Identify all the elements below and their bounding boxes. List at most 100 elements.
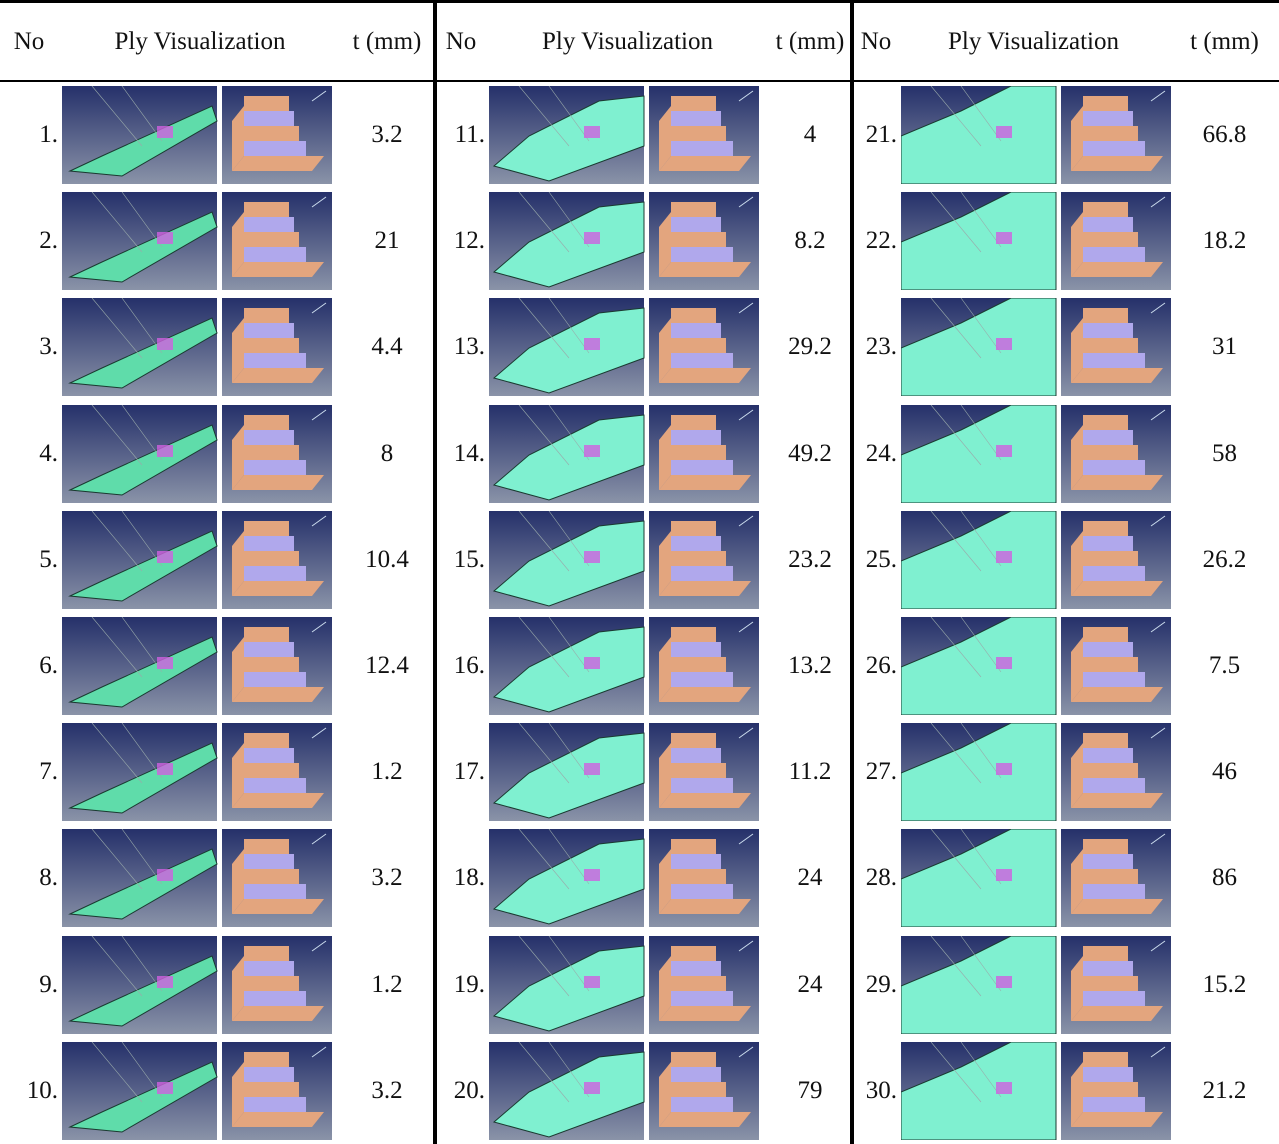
ply-visualization	[62, 617, 332, 715]
row-no: 19.	[437, 932, 485, 1038]
thickness: 3.2	[342, 1038, 432, 1144]
row-no: 26.	[855, 613, 897, 719]
ply-visualization	[901, 405, 1171, 503]
thickness: 3.2	[342, 825, 432, 931]
ply-visualization	[62, 723, 332, 821]
row-no: 2.	[0, 188, 58, 294]
ply-visualization	[62, 936, 332, 1034]
ply-visualization	[901, 617, 1171, 715]
row-no: 7.	[0, 719, 58, 825]
thickness: 15.2	[1170, 932, 1279, 1038]
row-no: 23.	[855, 294, 897, 400]
thickness: 23.2	[770, 507, 850, 613]
thickness: 26.2	[1170, 507, 1279, 613]
row-no: 27.	[855, 719, 897, 825]
thickness: 58	[1170, 401, 1279, 507]
ply-visualization	[901, 723, 1171, 821]
ply-visualization	[901, 1042, 1171, 1140]
ply-visualization	[901, 298, 1171, 396]
row-no: 3.	[0, 294, 58, 400]
thickness: 46	[1170, 719, 1279, 825]
row-no: 15.	[437, 507, 485, 613]
thickness: 1.2	[342, 719, 432, 825]
ply-visualization	[62, 1042, 332, 1140]
thickness: 29.2	[770, 294, 850, 400]
row-no: 9.	[0, 932, 58, 1038]
header-rule	[0, 80, 1279, 82]
ply-visualization	[901, 86, 1171, 184]
thickness: 3.2	[342, 82, 432, 188]
header-t: t (mm)	[1170, 3, 1279, 80]
row-no: 10.	[0, 1038, 58, 1144]
ply-visualization	[901, 936, 1171, 1034]
thickness: 4.4	[342, 294, 432, 400]
ply-visualization	[489, 511, 759, 609]
ply-visualization	[489, 829, 759, 927]
row-no: 21.	[855, 82, 897, 188]
row-no: 25.	[855, 507, 897, 613]
row-no: 6.	[0, 613, 58, 719]
row-no: 1.	[0, 82, 58, 188]
thickness: 31	[1170, 294, 1279, 400]
ply-visualization	[489, 617, 759, 715]
row-no: 29.	[855, 932, 897, 1038]
header-t: t (mm)	[342, 3, 432, 80]
header-no: No	[855, 3, 897, 80]
row-no: 20.	[437, 1038, 485, 1144]
ply-visualization	[901, 511, 1171, 609]
header-ply: Ply Visualization	[897, 3, 1170, 80]
ply-visualization	[62, 829, 332, 927]
group-divider	[850, 2, 854, 1144]
row-no: 14.	[437, 401, 485, 507]
row-no: 17.	[437, 719, 485, 825]
ply-visualization	[489, 1042, 759, 1140]
row-no: 18.	[437, 825, 485, 931]
row-no: 8.	[0, 825, 58, 931]
ply-visualization	[489, 86, 759, 184]
thickness: 1.2	[342, 932, 432, 1038]
ply-visualization	[489, 192, 759, 290]
ply-visualization	[489, 936, 759, 1034]
ply-visualization	[901, 192, 1171, 290]
thickness: 21.2	[1170, 1038, 1279, 1144]
thickness: 24	[770, 932, 850, 1038]
header-t: t (mm)	[770, 3, 850, 80]
thickness: 11.2	[770, 719, 850, 825]
row-no: 24.	[855, 401, 897, 507]
header-no: No	[0, 3, 58, 80]
row-no: 12.	[437, 188, 485, 294]
thickness: 8.2	[770, 188, 850, 294]
row-no: 5.	[0, 507, 58, 613]
row-no: 13.	[437, 294, 485, 400]
ply-visualization	[62, 405, 332, 503]
ply-visualization	[62, 86, 332, 184]
row-no: 30.	[855, 1038, 897, 1144]
row-no: 16.	[437, 613, 485, 719]
ply-visualization	[901, 829, 1171, 927]
thickness: 21	[342, 188, 432, 294]
header-ply: Ply Visualization	[58, 3, 342, 80]
header-ply: Ply Visualization	[485, 3, 770, 80]
thickness: 8	[342, 401, 432, 507]
thickness: 86	[1170, 825, 1279, 931]
thickness: 10.4	[342, 507, 432, 613]
thickness: 12.4	[342, 613, 432, 719]
thickness: 7.5	[1170, 613, 1279, 719]
header-no: No	[437, 3, 485, 80]
ply-visualization	[489, 298, 759, 396]
ply-visualization	[62, 511, 332, 609]
row-no: 11.	[437, 82, 485, 188]
row-no: 22.	[855, 188, 897, 294]
table-page: NoPly Visualizationt (mm)NoPly Visualiza…	[0, 0, 1279, 1144]
ply-visualization	[62, 192, 332, 290]
thickness: 13.2	[770, 613, 850, 719]
row-no: 28.	[855, 825, 897, 931]
ply-visualization	[489, 405, 759, 503]
thickness: 79	[770, 1038, 850, 1144]
thickness: 24	[770, 825, 850, 931]
ply-visualization	[489, 723, 759, 821]
ply-visualization	[62, 298, 332, 396]
thickness: 66.8	[1170, 82, 1279, 188]
thickness: 49.2	[770, 401, 850, 507]
thickness: 18.2	[1170, 188, 1279, 294]
